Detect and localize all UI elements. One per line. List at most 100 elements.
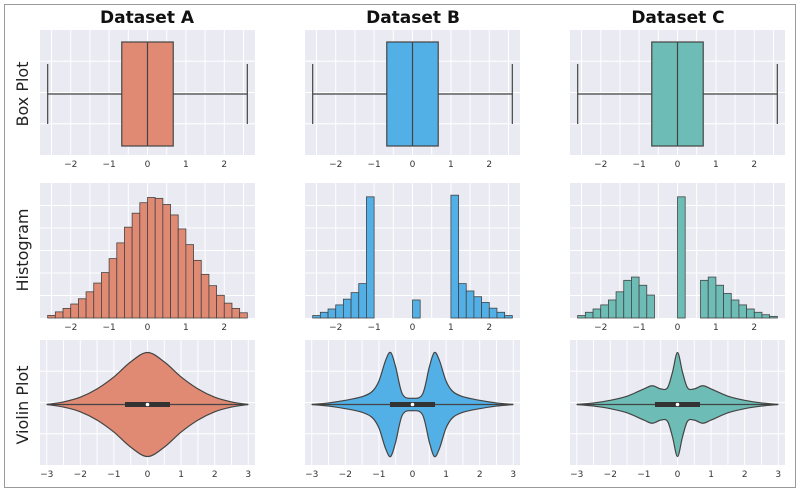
dataset-c-box-plot-tick-label: 2 xyxy=(751,160,757,170)
dataset-c-histogram-bar xyxy=(746,308,755,319)
dataset-c-histogram-bar xyxy=(738,304,748,319)
dataset-b-histogram-tick-label: −1 xyxy=(367,323,380,333)
dataset-b-histogram-bar xyxy=(465,290,475,319)
dataset-b-histogram-bar xyxy=(458,283,467,319)
dataset-c-histogram-bar xyxy=(607,299,617,319)
dataset-c-box-plot-tick-label: −2 xyxy=(594,160,607,170)
dataset-c-histogram-tick-label: 2 xyxy=(751,323,757,333)
dataset-b-violin-plot-tick-label: 1 xyxy=(443,470,449,480)
dataset-b-histogram-bar xyxy=(496,311,506,319)
dataset-a-histogram-bar xyxy=(216,294,225,319)
dataset-c-histogram-bar xyxy=(715,284,724,319)
dataset-a-box-plot-tick-label: −1 xyxy=(102,160,115,170)
dataset-c-histogram-tick-label: 0 xyxy=(675,323,681,333)
dataset-a-histogram-bar xyxy=(62,307,72,319)
dataset-a-box-plot-panel: −2 −1 0 1 2 xyxy=(40,30,255,170)
dataset-a-violin-plot-panel: −3 −2 −1 0 1 2 3 xyxy=(40,340,255,480)
dataset-b-box-plot-tick-label: 1 xyxy=(448,160,454,170)
dataset-a-histogram-bar xyxy=(139,202,148,319)
dataset-c-histogram-bar xyxy=(615,291,625,319)
dataset-b-histogram-tick-label: 0 xyxy=(410,323,416,333)
dataset-b-box-plot-panel: −2 −1 0 1 2 xyxy=(305,30,520,170)
dataset-a-histogram-bar xyxy=(208,285,218,319)
dataset-b-histogram-bar xyxy=(342,298,352,319)
dataset-b-violin-plot-tick-label: 0 xyxy=(410,470,416,480)
dataset-c-histogram-bar xyxy=(707,276,717,319)
dataset-b-violin-plot-tick-label: −3 xyxy=(305,470,318,480)
dataset-b-box-plot-tick-label: −2 xyxy=(329,160,342,170)
dataset-c-violin-plot-tick-label: −3 xyxy=(570,470,583,480)
dataset-a-box-plot-tick-label: −2 xyxy=(64,160,77,170)
dataset-a-histogram-bar xyxy=(108,258,118,319)
row-title-histogram: Histogram xyxy=(13,209,32,292)
dataset-c-histogram-bar xyxy=(623,279,632,319)
dataset-b-violin-plot-tick-label: 2 xyxy=(477,470,483,480)
dataset-c-violin-plot-tick-label: −2 xyxy=(604,470,617,480)
dataset-a-histogram-tick-label: 1 xyxy=(183,323,189,333)
dataset-c-histogram-bar xyxy=(584,311,594,319)
dataset-b-violin-plot-median-dot xyxy=(410,402,415,407)
dataset-b-histogram-bar xyxy=(358,283,367,319)
dataset-c-histogram-bar xyxy=(646,294,655,319)
dataset-a-histogram-panel: −2 −1 0 1 2 xyxy=(40,183,255,333)
dataset-b-box-plot-tick-label: 2 xyxy=(486,160,492,170)
dataset-a-histogram-bar xyxy=(77,298,87,319)
dataset-a-histogram-bar xyxy=(154,197,164,319)
dataset-a-histogram-bar xyxy=(47,314,56,319)
dataset-a-histogram-bar xyxy=(131,212,141,319)
dataset-b-histogram-bar xyxy=(412,299,421,319)
dataset-b-histogram-tick-label: −2 xyxy=(329,323,342,333)
dataset-b-violin-plot-tick-label: −1 xyxy=(372,470,385,480)
dataset-b-histogram-bar xyxy=(335,304,344,319)
dataset-a-violin-plot-tick-label: 3 xyxy=(245,470,251,480)
dataset-b-histogram-bar xyxy=(350,292,360,319)
dataset-a-histogram-bar xyxy=(193,259,202,319)
dataset-c-histogram-bar xyxy=(761,314,771,319)
dataset-a-histogram-bar xyxy=(116,242,125,319)
dataset-a-histogram-bar xyxy=(54,311,64,319)
dataset-a-histogram-bar xyxy=(70,303,79,319)
dataset-a-histogram-bar xyxy=(124,226,133,319)
dataset-c-violin-plot-tick-label: 0 xyxy=(675,470,681,480)
dataset-b-histogram-bar xyxy=(473,296,483,319)
dataset-a-violin-plot-tick-label: −1 xyxy=(107,470,120,480)
dataset-a-histogram-bar xyxy=(93,282,102,319)
dataset-a-violin-plot-tick-label: −3 xyxy=(40,470,53,480)
dataset-a-box-plot-tick-label: 0 xyxy=(145,160,151,170)
dataset-b-histogram-bar xyxy=(366,196,375,319)
row-title-box-plot: Box Plot xyxy=(13,62,32,127)
dataset-c-box-plot-tick-label: −1 xyxy=(632,160,645,170)
column-title-b: Dataset B xyxy=(366,8,460,28)
dataset-a-histogram-bar xyxy=(147,197,156,319)
dataset-c-histogram-panel: −2 −1 0 1 2 xyxy=(570,183,785,333)
dataset-c-histogram-tick-label: −1 xyxy=(632,323,645,333)
dataset-c-histogram-bar xyxy=(723,293,732,319)
dataset-b-histogram-bar xyxy=(504,315,513,319)
dataset-b-histogram-bar xyxy=(450,194,459,319)
dataset-a-box-plot-tick-label: 1 xyxy=(183,160,189,170)
dataset-b-histogram-bar xyxy=(327,308,337,319)
dataset-a-histogram-tick-label: 2 xyxy=(221,323,227,333)
dataset-a-histogram-bar xyxy=(231,307,241,319)
dataset-c-histogram-bar xyxy=(638,284,648,319)
dataset-c-histogram-tick-label: −2 xyxy=(594,323,607,333)
dataset-a-histogram-bar xyxy=(223,302,233,319)
dataset-b-histogram-tick-label: 1 xyxy=(448,323,454,333)
dataset-b-histogram-panel: −2 −1 0 1 2 xyxy=(305,183,520,333)
dataset-c-violin-plot-tick-label: 2 xyxy=(742,470,748,480)
dataset-a-histogram-tick-label: −1 xyxy=(102,323,115,333)
dataset-b-histogram-bar xyxy=(319,311,329,319)
dataset-a-histogram-bar xyxy=(177,228,187,319)
dataset-a-histogram-bar xyxy=(239,312,248,319)
dataset-a-histogram-bar xyxy=(85,291,95,319)
dataset-a-violin-plot-tick-label: 2 xyxy=(212,470,218,480)
dataset-a-histogram-bar xyxy=(101,272,110,319)
dataset-b-violin-plot-panel: −3 −2 −1 0 1 2 3 xyxy=(305,340,520,480)
dataset-c-violin-plot-tick-label: −1 xyxy=(637,470,650,480)
column-title-a: Dataset A xyxy=(100,8,195,28)
dataset-c-histogram-bar xyxy=(600,304,609,319)
dataset-a-histogram-bar xyxy=(170,214,179,319)
dataset-a-violin-plot-tick-label: 0 xyxy=(145,470,151,480)
dataset-c-violin-plot-tick-label: 3 xyxy=(775,470,781,480)
dataset-c-histogram-bar xyxy=(592,308,602,319)
